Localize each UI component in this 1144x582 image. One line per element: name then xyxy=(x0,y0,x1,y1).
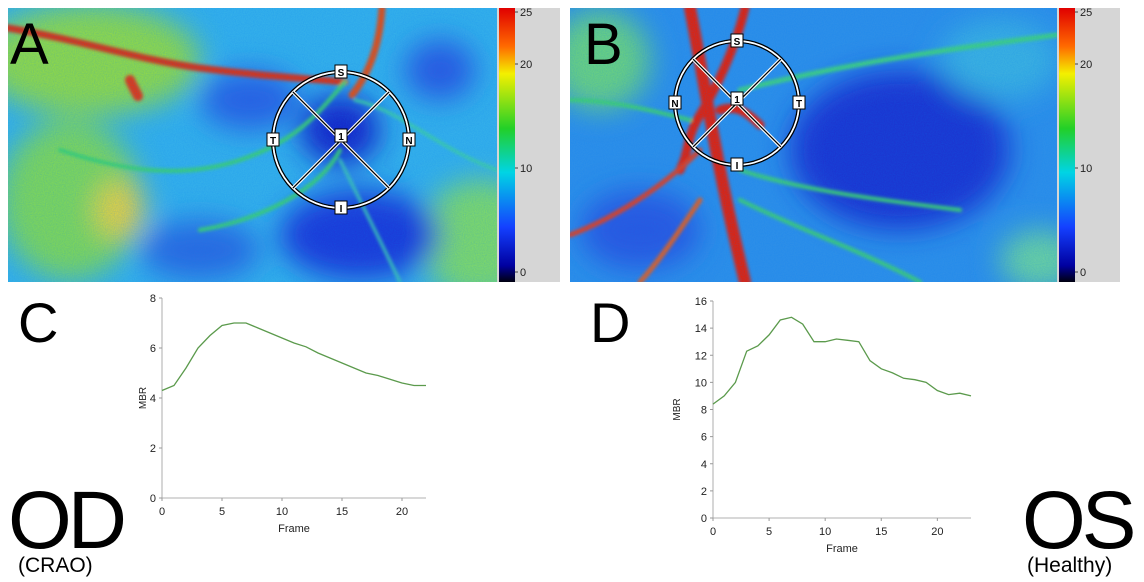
colorbar xyxy=(499,8,515,282)
flow-map xyxy=(550,8,1080,290)
colorbar-tick-label: 10 xyxy=(520,163,532,175)
flow-map xyxy=(0,5,540,300)
y-tick-label: 8 xyxy=(150,293,156,305)
sector-label: I xyxy=(340,204,343,215)
y-tick-label: 6 xyxy=(150,343,156,355)
y-tick-label: 2 xyxy=(701,486,707,498)
x-tick-label: 0 xyxy=(159,506,165,518)
colorbar-tick-label: 25 xyxy=(520,7,532,19)
x-tick-label: 20 xyxy=(396,506,408,518)
panel-label: D xyxy=(590,291,630,354)
y-tick-label: 2 xyxy=(150,443,156,455)
x-tick-label: 20 xyxy=(931,526,943,538)
x-tick-label: 15 xyxy=(336,506,348,518)
y-tick-label: 0 xyxy=(150,493,156,505)
sector-label: S xyxy=(734,37,741,48)
x-tick-label: 15 xyxy=(875,526,887,538)
y-tick-label: 14 xyxy=(695,323,707,335)
y-tick-label: 4 xyxy=(701,459,707,471)
x-tick-label: 0 xyxy=(710,526,716,538)
sector-label: T xyxy=(796,99,802,110)
x-tick-label: 10 xyxy=(819,526,831,538)
colorbar-tick-label: 10 xyxy=(1080,163,1092,175)
y-tick-label: 10 xyxy=(695,377,707,389)
sector-label: N xyxy=(671,99,678,110)
y-axis-label: MBR xyxy=(138,387,149,409)
panel-label: B xyxy=(584,12,623,77)
colorbar-tick-label: 20 xyxy=(520,59,532,71)
y-axis-label: MBR xyxy=(672,398,683,420)
y-tick-label: 16 xyxy=(695,296,707,308)
colorbar-tick-label: 20 xyxy=(1080,59,1092,71)
colorbar-tick-label: 25 xyxy=(1080,7,1092,19)
eye-label: OD xyxy=(8,475,124,566)
y-tick-label: 0 xyxy=(701,513,707,525)
condition-label: (CRAO) xyxy=(18,554,93,577)
x-tick-label: 5 xyxy=(219,506,225,518)
x-axis-label: Frame xyxy=(278,523,310,535)
colorbar-tick-label: 0 xyxy=(520,267,526,279)
sector-label: 1 xyxy=(338,132,344,143)
colorbar-tick-label: 0 xyxy=(1080,267,1086,279)
colorbar xyxy=(1059,8,1075,282)
data-line xyxy=(713,317,971,404)
x-tick-label: 5 xyxy=(766,526,772,538)
y-tick-label: 12 xyxy=(695,350,707,362)
panel-label: C xyxy=(18,291,58,354)
sector-label: I xyxy=(736,161,739,172)
y-tick-label: 4 xyxy=(150,393,156,405)
eye-label: OS xyxy=(1022,475,1133,566)
sector-label: T xyxy=(270,136,276,147)
panel-label: A xyxy=(10,12,49,77)
sector-label: 1 xyxy=(734,95,740,106)
y-tick-label: 8 xyxy=(701,405,707,417)
sector-label: S xyxy=(338,68,345,79)
condition-label: (Healthy) xyxy=(1027,554,1112,577)
y-tick-label: 6 xyxy=(701,432,707,444)
data-line xyxy=(162,323,426,391)
x-tick-label: 10 xyxy=(276,506,288,518)
sector-label: N xyxy=(405,136,412,147)
x-axis-label: Frame xyxy=(826,543,858,555)
figure: A0102025STNI1B0102025SNTI1COD(CRAO)02468… xyxy=(0,0,1144,582)
